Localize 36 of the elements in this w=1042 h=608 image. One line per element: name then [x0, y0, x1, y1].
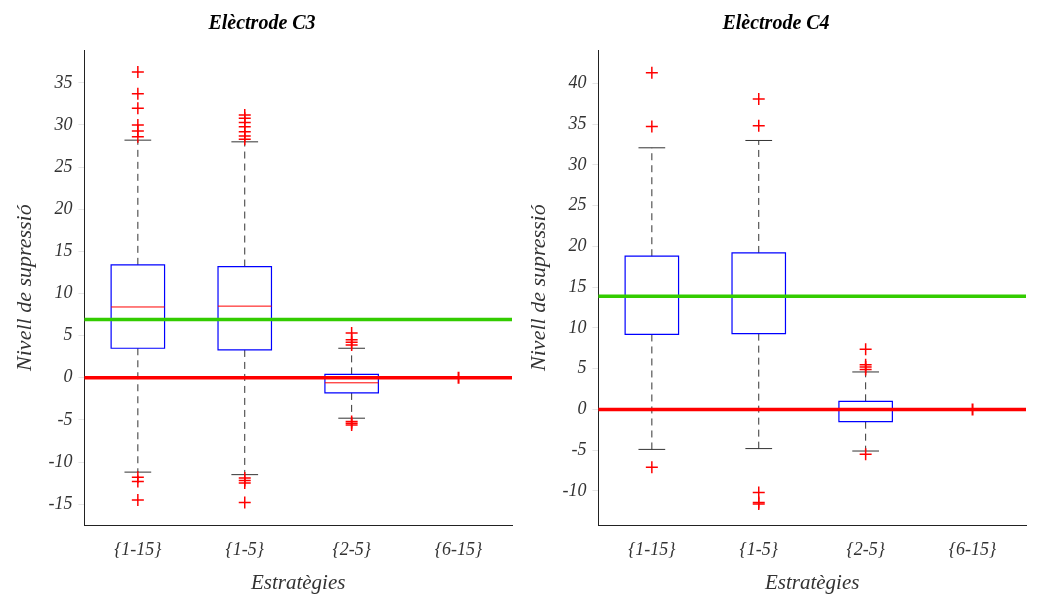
y-tick-label: 0	[63, 366, 73, 387]
y-tick-label: 25	[568, 194, 587, 215]
y-tick-label: 35	[567, 112, 587, 133]
y-tick-label: 10	[568, 316, 587, 337]
y-tick-label: -5	[57, 408, 73, 429]
x-tick-label: {2-5}	[332, 538, 372, 559]
y-tick-label: 25	[54, 155, 73, 176]
chart-title: Elèctrode C3	[207, 11, 316, 34]
y-tick-label: 20	[54, 197, 73, 218]
y-tick-label: 5	[63, 324, 73, 345]
x-tick-label: {6-15}	[948, 538, 998, 559]
y-tick-label: -10	[48, 450, 73, 471]
y-tick-label: 15	[568, 275, 587, 296]
y-tick-label: 35	[53, 71, 73, 92]
y-tick-label: 10	[54, 282, 73, 303]
x-tick-label: {1-15}	[114, 538, 163, 559]
x-tick-label: {1-15}	[628, 538, 677, 559]
y-axis-title: Nivell de supressió	[10, 204, 36, 372]
y-axis-title: Nivell de supressió	[524, 204, 550, 372]
y-tick-label: 40	[568, 72, 587, 93]
chart-title: Elèctrode C4	[721, 11, 830, 34]
x-tick-label: {6-15}	[434, 538, 484, 559]
y-tick-label: -15	[48, 492, 73, 513]
y-tick-label: 30	[53, 113, 73, 134]
y-tick-label: 30	[567, 153, 587, 174]
x-tick-label: {1-5}	[225, 538, 265, 559]
y-tick-label: 15	[54, 240, 73, 261]
y-tick-label: 0	[577, 398, 587, 419]
x-axis-title: Estratègies	[763, 569, 860, 594]
y-tick-label: -5	[571, 438, 587, 459]
x-tick-label: {2-5}	[846, 538, 886, 559]
y-tick-label: 5	[577, 357, 587, 378]
x-axis-title: Estratègies	[249, 569, 346, 594]
y-tick-label: -10	[562, 479, 587, 500]
x-tick-label: {1-5}	[739, 538, 779, 559]
y-tick-label: 20	[568, 235, 587, 256]
